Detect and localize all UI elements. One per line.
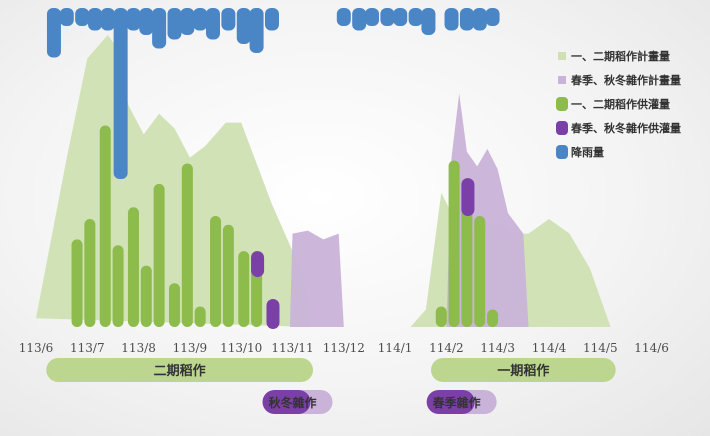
x-tick-6: 113/11 — [271, 341, 313, 355]
x-tick-8: 114/1 — [378, 341, 413, 355]
rainfall-bar-14 — [221, 8, 236, 31]
supply-12-bar-10 — [194, 306, 206, 327]
supply-spring-autumn-bar-2 — [266, 299, 280, 329]
supply-bars — [71, 125, 499, 329]
season-band-2 — [431, 358, 616, 382]
supply-12-bar-11 — [210, 216, 222, 327]
supply-12-bar-19 — [474, 216, 486, 327]
rainfall-bar-8 — [139, 8, 154, 35]
pill-label-2: 春季雜作 — [432, 395, 481, 410]
rainfall-bar-23 — [408, 8, 423, 26]
rainfall-bar-11 — [180, 8, 195, 35]
rainfall-bar-24 — [421, 8, 436, 35]
rainfall-bar-3 — [75, 8, 90, 26]
x-tick-7: 113/12 — [323, 341, 365, 355]
supply-12-bar-9 — [181, 163, 193, 327]
supply-12-bar-20 — [487, 309, 499, 327]
x-tick-10: 114/3 — [480, 341, 515, 355]
supply-12-bar-3 — [99, 125, 111, 328]
rainfall-bar-26 — [459, 8, 474, 31]
x-axis-ticks: 113/6 113/7 113/8 113/9 113/10 113/11 113/12 11… — [19, 341, 669, 355]
rainfall-bar-15 — [236, 8, 251, 44]
pill-label-1: 秋冬雜作 — [268, 395, 316, 410]
rainfall-bar-10 — [167, 8, 182, 40]
rainfall-bar-27 — [472, 8, 487, 31]
legend-label-5: 降雨量 — [571, 145, 604, 159]
rainfall-bar-25 — [444, 8, 459, 31]
season-bands: 二期稻作 一期稻作 — [46, 358, 616, 382]
rainfall-bar-1 — [46, 8, 61, 58]
rainfall-bar-13 — [205, 8, 220, 40]
supply-spring-autumn-bar-3 — [461, 178, 475, 217]
pill-bg-dark-1 — [262, 390, 311, 414]
legend-label-4: 春季、秋冬雜作供灌量 — [571, 121, 681, 135]
supply-12-bar-17 — [448, 160, 460, 327]
crop-pills: 秋冬雜作 春季雜作 — [262, 390, 497, 414]
x-tick-4: 113/9 — [173, 341, 208, 355]
rainfall-bar-18 — [336, 8, 351, 26]
rainfall-bar-17 — [264, 8, 279, 31]
rainfall-bar-22 — [393, 8, 408, 26]
rainfall-bar-19 — [352, 8, 367, 31]
season-band-1 — [46, 358, 314, 382]
supply-12-bar-12 — [222, 224, 234, 327]
rainfall-bar-20 — [365, 8, 380, 26]
legend-marker-5 — [556, 145, 568, 159]
supply-12-bar-16 — [435, 306, 447, 327]
x-tick-5: 113/10 — [220, 341, 262, 355]
x-tick-2: 113/7 — [70, 341, 105, 355]
rainfall-bar-5 — [100, 8, 115, 31]
rainfall-bar-21 — [380, 8, 395, 26]
rainfall-bar-16 — [249, 8, 264, 53]
supply-12-bar-6 — [140, 265, 152, 327]
rainfall-bar-9 — [152, 8, 167, 49]
legend-label-1: 一、二期稻作計畫量 — [571, 49, 670, 63]
supply-12-bar-13 — [238, 251, 250, 327]
rainfall-bars — [46, 8, 500, 179]
supply-12-bar-7 — [153, 183, 165, 327]
x-tick-12: 114/5 — [583, 341, 618, 355]
pill-bg-dark-2 — [426, 390, 475, 414]
rainfall-bar-28 — [485, 8, 500, 26]
x-tick-1: 113/6 — [19, 341, 54, 355]
legend-marker-3 — [556, 97, 568, 111]
season-band-label-2: 一期稻作 — [497, 363, 549, 379]
rainfall-bar-12 — [193, 8, 208, 31]
plan-spring-autumn-area-1 — [289, 230, 344, 327]
supply-spring-autumn-bar-1 — [251, 251, 265, 278]
legend-marker-4 — [556, 121, 568, 135]
supply-12-bar-5 — [127, 207, 139, 327]
rainfall-bar-4 — [87, 8, 102, 31]
supply-12-bar-4 — [112, 245, 124, 327]
legend: 一、二期稻作計畫量春季、秋冬雜作計畫量一、二期稻作供灌量春季、秋冬雜作供灌量降雨… — [556, 49, 681, 159]
x-tick-3: 113/8 — [121, 341, 156, 355]
x-tick-9: 114/2 — [429, 341, 464, 355]
rainfall-bar-6 — [113, 8, 128, 179]
x-tick-13: 114/6 — [634, 341, 669, 355]
x-tick-11: 114/4 — [532, 341, 567, 355]
legend-label-2: 春季、秋冬雜作計畫量 — [571, 73, 681, 87]
legend-label-3: 一、二期稻作供灌量 — [571, 97, 670, 111]
season-band-label-1: 二期稻作 — [154, 363, 206, 379]
supply-12-bar-2 — [84, 218, 96, 327]
supply-12-bar-1 — [71, 239, 83, 327]
legend-marker-1 — [558, 52, 566, 60]
rainfall-bar-7 — [126, 8, 141, 31]
legend-marker-2 — [558, 76, 566, 84]
supply-12-bar-8 — [169, 283, 181, 327]
rainfall-bar-2 — [59, 8, 74, 26]
